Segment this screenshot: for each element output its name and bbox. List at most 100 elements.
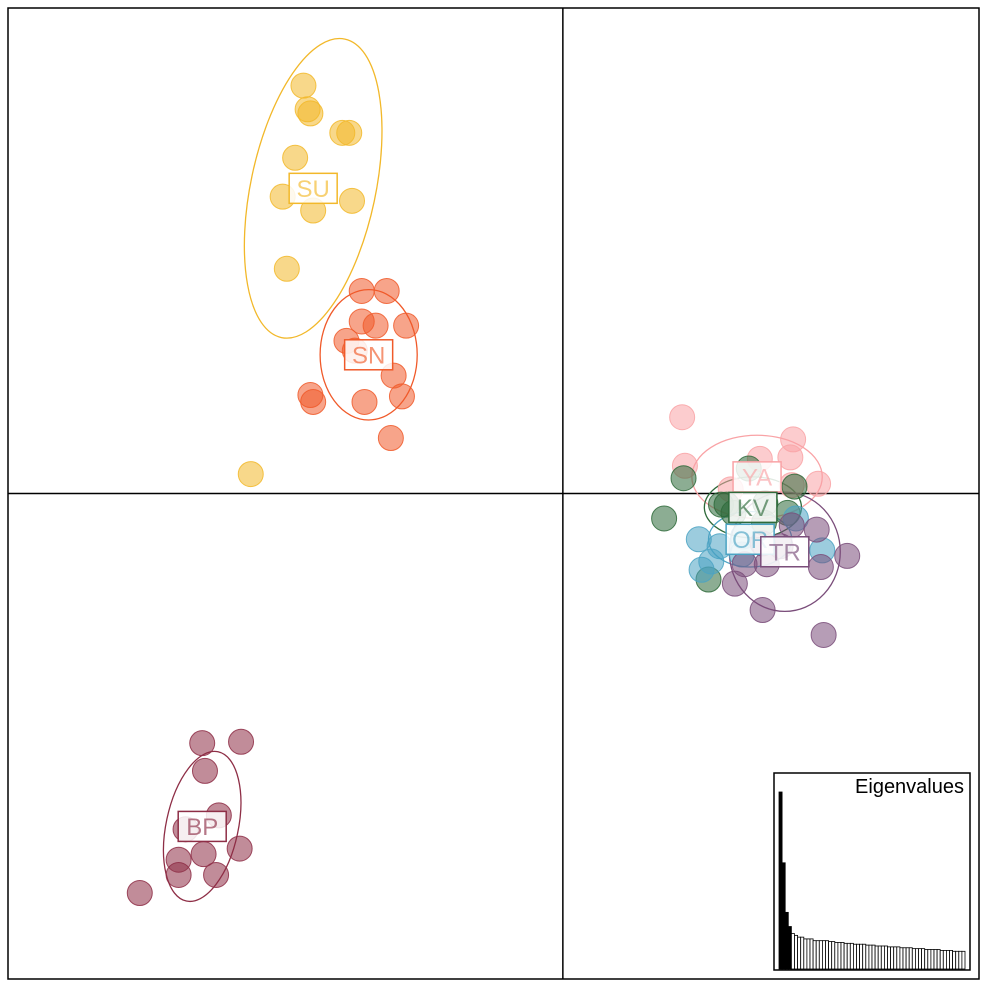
eigenvalue-bar-40 — [899, 947, 904, 970]
eigenvalue-bar-34 — [880, 945, 885, 970]
inset-frame — [773, 772, 971, 971]
label-text-tr: TR — [769, 539, 801, 566]
eigenvalue-bar-2 — [781, 862, 786, 970]
point-tr-9 — [721, 570, 748, 597]
point-su-5 — [336, 119, 363, 146]
eigenvalue-bar-28 — [862, 943, 867, 970]
point-ya-1 — [669, 404, 696, 431]
label-kv: KV — [728, 491, 778, 524]
point-sn-4 — [362, 312, 389, 339]
point-sn-12 — [388, 383, 415, 410]
eigenvalues-inset: Eigenvalues — [773, 772, 971, 971]
eigenvalue-bar-32 — [874, 945, 879, 970]
eigenvalue-bar-15 — [822, 940, 826, 970]
point-tr-5 — [834, 542, 861, 569]
eigenvalue-bar-24 — [849, 942, 854, 970]
eigenvalue-bar-23 — [846, 942, 851, 970]
point-tr-10 — [749, 597, 776, 624]
eigenvalue-bar-21 — [840, 942, 845, 970]
label-box-kv — [728, 491, 778, 524]
point-tr-11 — [810, 621, 837, 648]
eigenvalue-bar-17 — [828, 941, 833, 970]
eigenvalue-bar-57 — [952, 950, 957, 970]
eigenvalue-bar-6 — [794, 934, 798, 970]
eigenvalue-bar-14 — [818, 940, 823, 970]
eigenvalue-bar-7 — [797, 936, 802, 970]
eigenvalue-bar-48 — [924, 949, 929, 970]
eigenvalue-bar-38 — [893, 946, 898, 970]
eigenvalue-bar-60 — [961, 950, 966, 970]
eigenvalue-bar-45 — [915, 948, 919, 970]
eigenvalue-bar-51 — [933, 949, 938, 970]
point-su-3 — [294, 96, 321, 123]
eigenvalue-bar-42 — [905, 947, 910, 970]
label-text-ya: YA — [742, 464, 772, 491]
point-tr-3 — [803, 516, 830, 543]
point-sn-10 — [300, 388, 327, 415]
point-su-1 — [290, 72, 317, 99]
point-ya-5 — [777, 444, 804, 471]
label-box-su — [288, 172, 338, 205]
eigenvalue-bar-50 — [930, 949, 935, 970]
point-kv-1 — [670, 465, 697, 492]
eigenvalue-bar-35 — [884, 945, 888, 970]
point-tr-7 — [807, 554, 834, 581]
eigenvalue-bar-52 — [936, 949, 941, 970]
point-kv-5 — [651, 505, 678, 532]
label-text-su: SU — [296, 176, 329, 203]
plot-frame — [7, 7, 980, 980]
eigenvalue-bar-19 — [834, 942, 839, 970]
point-su-10 — [273, 255, 300, 282]
eigenvalue-bar-53 — [939, 950, 944, 970]
eigenvalue-bar-8 — [800, 936, 805, 970]
label-bp: BP — [177, 810, 227, 843]
label-text-kv: KV — [737, 495, 769, 522]
label-ya: YA — [732, 461, 782, 493]
ellipse-su — [243, 37, 383, 339]
label-box-bp — [177, 810, 227, 843]
eigenvalue-bar-18 — [831, 941, 836, 970]
eigenvalue-bar-37 — [890, 946, 895, 970]
label-box-sn — [343, 339, 394, 371]
eigenvalue-bar-13 — [815, 940, 820, 970]
point-su-6 — [282, 144, 309, 171]
eigenvalue-bar-41 — [902, 947, 907, 970]
eigenvalue-bar-12 — [812, 940, 817, 970]
point-or-7 — [698, 548, 725, 575]
eigenvalue-bar-44 — [911, 948, 916, 970]
eigenvalue-bar-46 — [918, 948, 922, 970]
point-bp-3 — [191, 757, 218, 784]
eigenvalue-bar-33 — [877, 945, 882, 970]
eigenvalue-bar-1 — [778, 791, 783, 970]
ellipse-bp — [162, 750, 242, 903]
point-sn-13 — [377, 425, 404, 452]
label-text-bp: BP — [186, 814, 218, 841]
eigenvalue-bar-22 — [843, 942, 848, 970]
eigenvalue-bar-25 — [853, 943, 857, 970]
eigenvalue-bar-11 — [809, 938, 814, 970]
point-bp-1 — [189, 730, 216, 757]
eigenvalue-bar-30 — [868, 944, 873, 970]
eigenvalue-bar-5 — [791, 933, 795, 970]
eigenvalue-bar-29 — [865, 944, 870, 970]
eigenvalue-bar-16 — [825, 940, 829, 970]
label-su: SU — [288, 172, 338, 205]
point-bp-6 — [226, 835, 253, 862]
eigenvalue-bar-43 — [908, 947, 913, 970]
eigenvalue-bar-59 — [958, 950, 963, 970]
eigenvalue-bar-39 — [896, 946, 901, 970]
point-bp-11 — [126, 879, 153, 906]
point-su-9 — [339, 187, 366, 214]
eigenvalue-bar-20 — [837, 942, 842, 970]
label-sn: SN — [343, 339, 394, 371]
eigenvalue-bar-47 — [921, 948, 926, 970]
eigenvalue-bar-27 — [859, 943, 864, 970]
point-bp-9 — [203, 861, 230, 888]
point-sn-2 — [373, 277, 400, 304]
eigenvalue-bar-10 — [806, 938, 811, 970]
label-tr: TR — [760, 536, 810, 568]
eigenvalue-bar-36 — [887, 946, 891, 970]
eigenvalue-bar-54 — [942, 950, 947, 970]
eigenvalue-bar-9 — [803, 938, 808, 970]
